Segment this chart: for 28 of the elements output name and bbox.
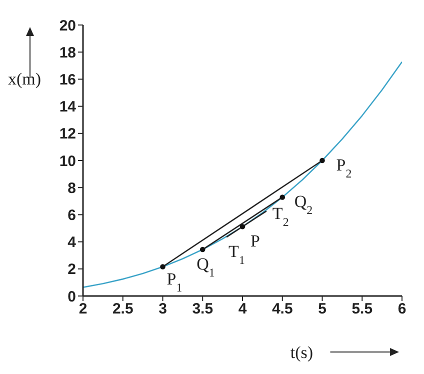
y-tick-label: 4 bbox=[68, 234, 77, 252]
x-tick-label: 6 bbox=[398, 300, 406, 318]
x-tick-label: 4 bbox=[238, 300, 248, 318]
x-tick-label: 4.5 bbox=[272, 300, 293, 318]
y-tick-label: 20 bbox=[59, 17, 76, 34]
x-tick-label: 5.5 bbox=[352, 300, 373, 318]
y-axis-title: x(m) bbox=[8, 70, 42, 89]
x-axis-title: t(s) bbox=[290, 343, 314, 362]
annotation: P$_{2}$ bbox=[336, 156, 352, 180]
annotation: P bbox=[250, 232, 260, 251]
annotation: P$_{1}$ bbox=[166, 270, 182, 295]
y-tick-label: 2 bbox=[68, 261, 76, 278]
y-tick-label: 12 bbox=[59, 126, 76, 143]
x-tick-label: 3.5 bbox=[192, 300, 214, 318]
y-tick-label: 10 bbox=[59, 152, 76, 170]
x-tick-label: 2.5 bbox=[112, 300, 134, 318]
y-tick-label: 16 bbox=[59, 72, 76, 89]
annotation: T$_{1}$ bbox=[228, 242, 245, 268]
annotation: Q$_{2}$ bbox=[294, 192, 313, 218]
y-tick-label: 0 bbox=[68, 288, 76, 306]
y-tick-label: 8 bbox=[68, 180, 76, 197]
x-tick-label: 3 bbox=[158, 300, 167, 318]
y-tick-label: 6 bbox=[68, 207, 76, 224]
annotation: Q$_{1}$ bbox=[196, 254, 215, 280]
x-tick-label: 5 bbox=[318, 300, 326, 318]
annotation: T$_{2}$ bbox=[272, 204, 289, 230]
y-tick-label: 14 bbox=[59, 98, 77, 116]
y-tick-label: 18 bbox=[59, 44, 76, 62]
